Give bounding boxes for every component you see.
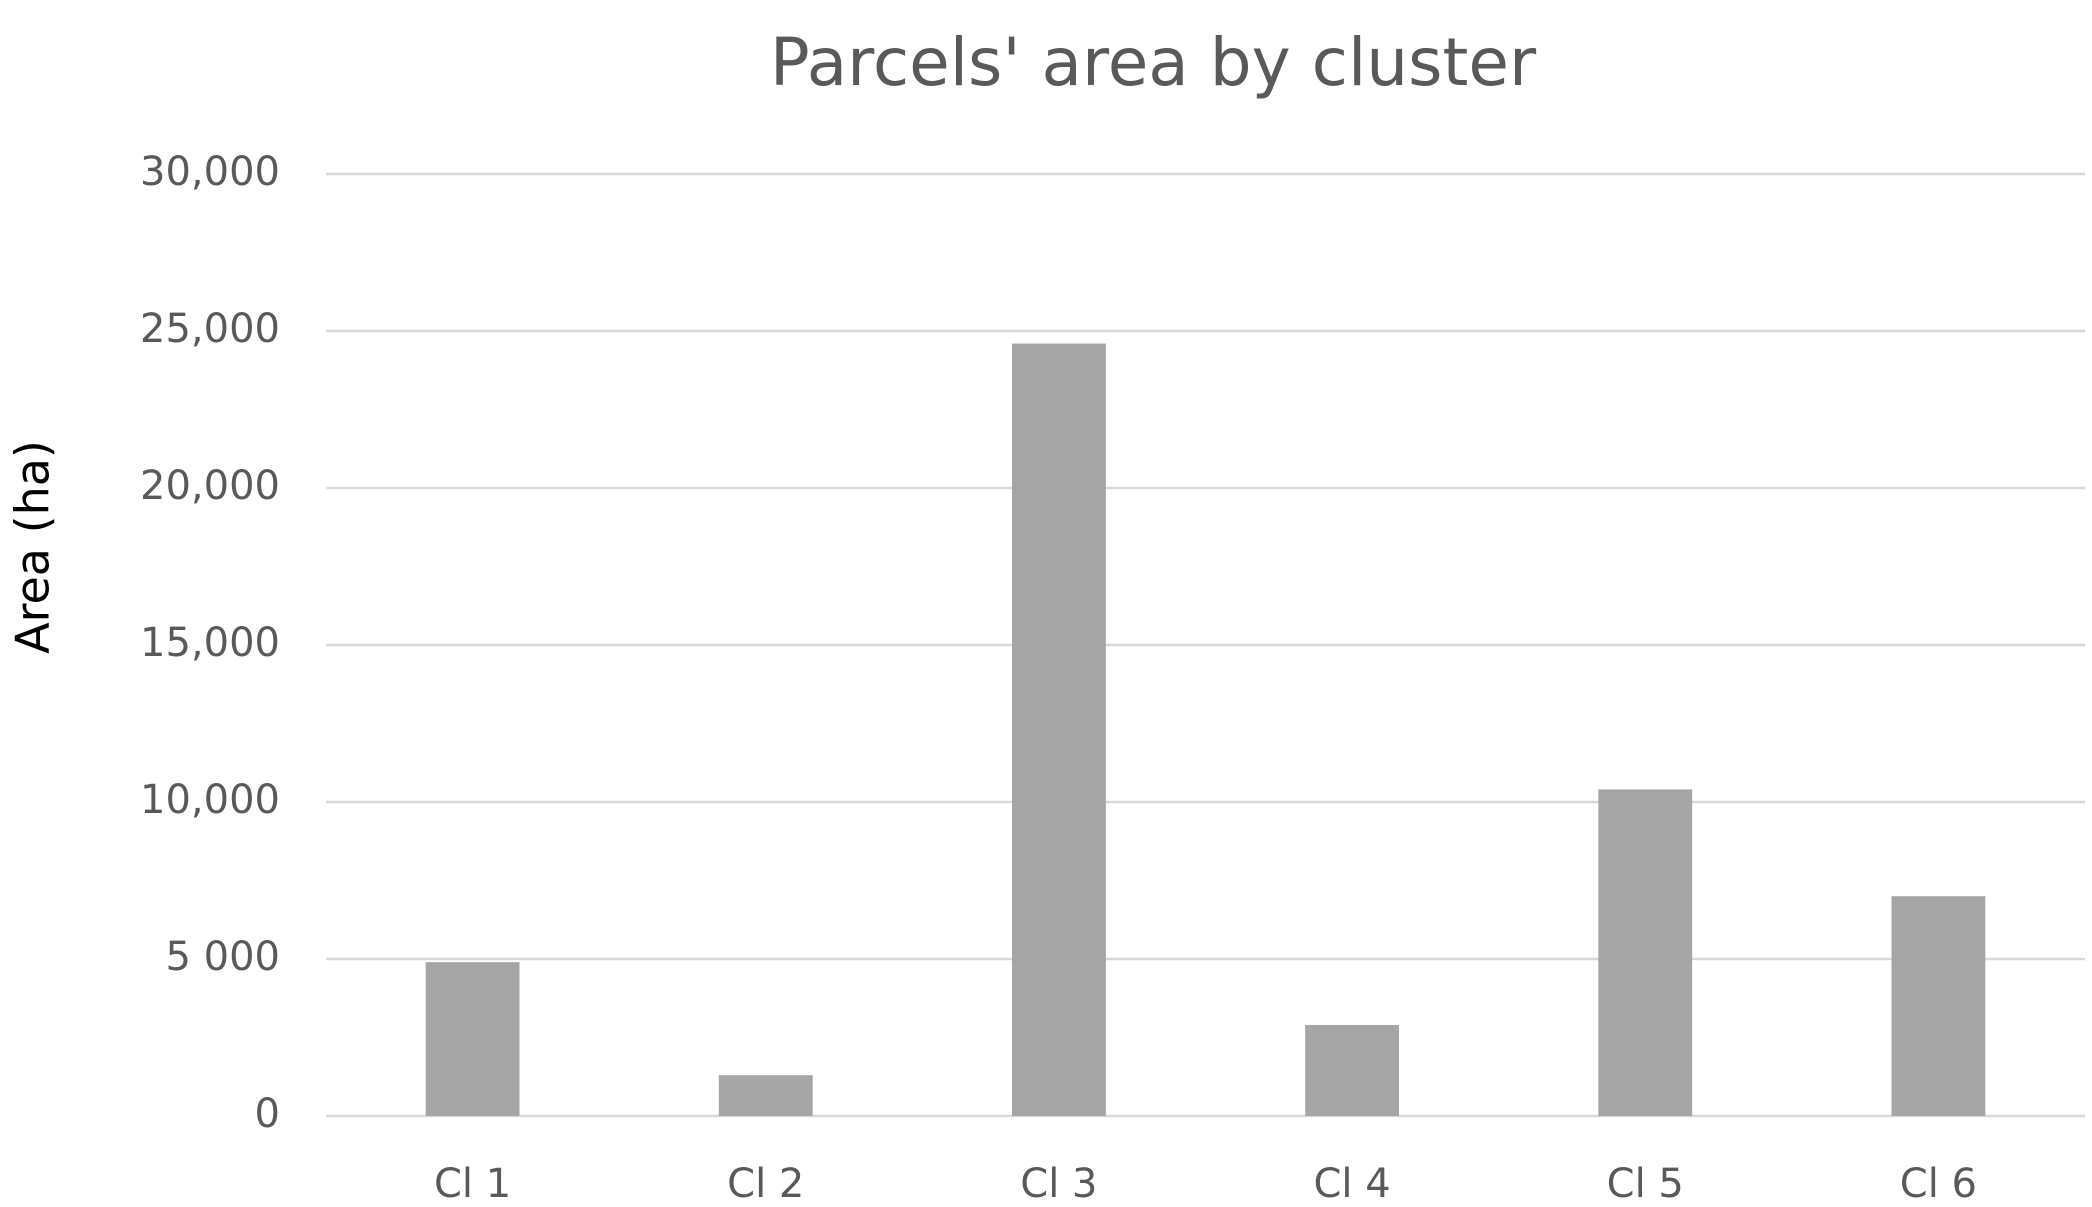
y-tick-label: 25,000: [140, 306, 280, 352]
y-tick-label: 30,000: [140, 149, 280, 195]
x-tick-label: Cl 1: [434, 1161, 511, 1207]
y-tick-label: 10,000: [140, 777, 280, 823]
bar: [1012, 343, 1106, 1116]
chart-title: Parcels' area by cluster: [770, 24, 1537, 101]
bar: [1891, 896, 1986, 1116]
y-tick-label: 5 000: [165, 934, 280, 980]
y-tick-label: 20,000: [140, 463, 280, 509]
x-tick-label: Cl 3: [1020, 1161, 1097, 1207]
y-tick-label: 0: [255, 1091, 280, 1137]
bar: [718, 1075, 813, 1116]
y-tick-label: 15,000: [140, 620, 280, 666]
x-tick-label: Cl 6: [1900, 1161, 1977, 1207]
x-tick-label: Cl 4: [1313, 1161, 1390, 1207]
bar: [1305, 1024, 1399, 1116]
bar: [1598, 789, 1693, 1116]
bar: [425, 962, 520, 1116]
y-axis-title: Area (ha): [6, 440, 60, 654]
x-tick-label: Cl 5: [1607, 1161, 1684, 1207]
x-tick-label: Cl 2: [727, 1161, 804, 1207]
